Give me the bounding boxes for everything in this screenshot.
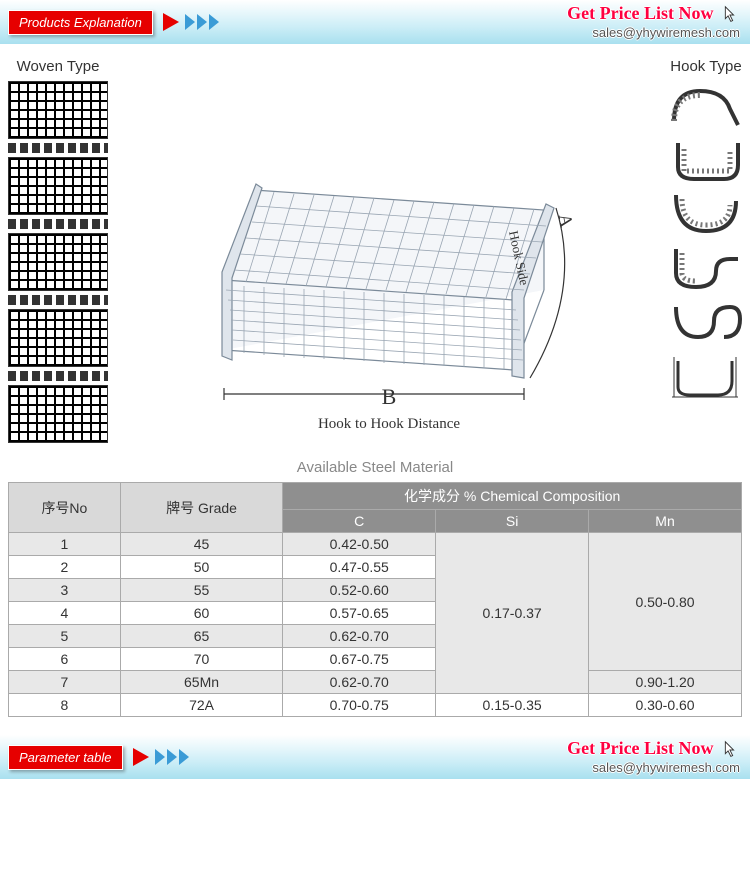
hook-title: Hook Type [670,58,741,75]
hook-patterns [670,81,742,399]
weave-pattern [8,233,108,291]
col-chem: 化学成分 % Chemical Composition [283,483,742,510]
banner-label: Parameter table [8,745,123,770]
col-no: 序号No [9,483,121,533]
hook-icon [670,243,742,291]
mesh-3d: A Hook Side B [184,150,594,410]
hook-column: Hook Type [670,58,742,443]
chevrons-icon [185,14,219,30]
weave-pattern [8,385,108,443]
weave-line [8,219,108,229]
weave-pattern [8,157,108,215]
banner-label: Products Explanation [8,10,153,35]
email-text: sales@yhywiremesh.com [567,761,740,775]
weave-pattern [8,81,108,139]
material-table: 序号No 牌号 Grade 化学成分 % Chemical Compositio… [8,482,742,717]
table-title: Available Steel Material [0,459,750,476]
chevrons-icon [155,749,189,765]
woven-patterns [8,81,108,443]
mesh-svg [184,150,594,410]
table-row: 1450.42-0.500.17-0.370.50-0.80 [9,533,742,556]
table-row: 872A0.70-0.750.15-0.350.30-0.60 [9,694,742,717]
center-diagram: A Hook Side B Hook to Hook Distance [116,58,662,443]
diagram-area: Woven Type [0,44,750,447]
table-header-row: 序号No 牌号 Grade 化学成分 % Chemical Compositio… [9,483,742,510]
banner-bottom: Parameter table Get Price List Now sales… [0,735,750,779]
weave-pattern [8,309,108,367]
arrow-red-icon [133,748,149,766]
weave-line [8,143,108,153]
col-grade: 牌号 Grade [120,483,283,533]
cursor-icon [718,4,740,26]
banner-cta-block: Get Price List Now sales@yhywiremesh.com [567,739,740,775]
hook-icon [670,135,742,183]
col-si: Si [436,510,589,533]
arrow-red-icon [163,13,179,31]
col-mn: Mn [589,510,742,533]
col-c: C [283,510,436,533]
hook-icon [670,351,742,399]
woven-column: Woven Type [8,58,108,443]
weave-line [8,371,108,381]
cta-text[interactable]: Get Price List Now [567,3,713,23]
hook-icon [670,297,742,345]
banner-cta-block: Get Price List Now sales@yhywiremesh.com [567,4,740,40]
weave-line [8,295,108,305]
table-row: 765Mn0.62-0.700.90-1.20 [9,671,742,694]
center-caption: Hook to Hook Distance [318,416,460,433]
email-text: sales@yhywiremesh.com [567,26,740,40]
hook-icon [670,189,742,237]
label-b: B [382,384,397,410]
cta-text[interactable]: Get Price List Now [567,738,713,758]
banner-top: Products Explanation Get Price List Now … [0,0,750,44]
cursor-icon [718,739,740,761]
hook-icon [670,81,742,129]
woven-title: Woven Type [17,58,100,75]
